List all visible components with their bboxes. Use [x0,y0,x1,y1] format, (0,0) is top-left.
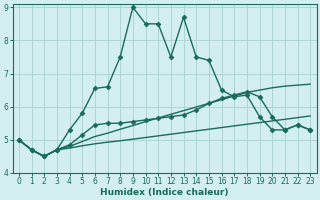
X-axis label: Humidex (Indice chaleur): Humidex (Indice chaleur) [100,188,229,197]
